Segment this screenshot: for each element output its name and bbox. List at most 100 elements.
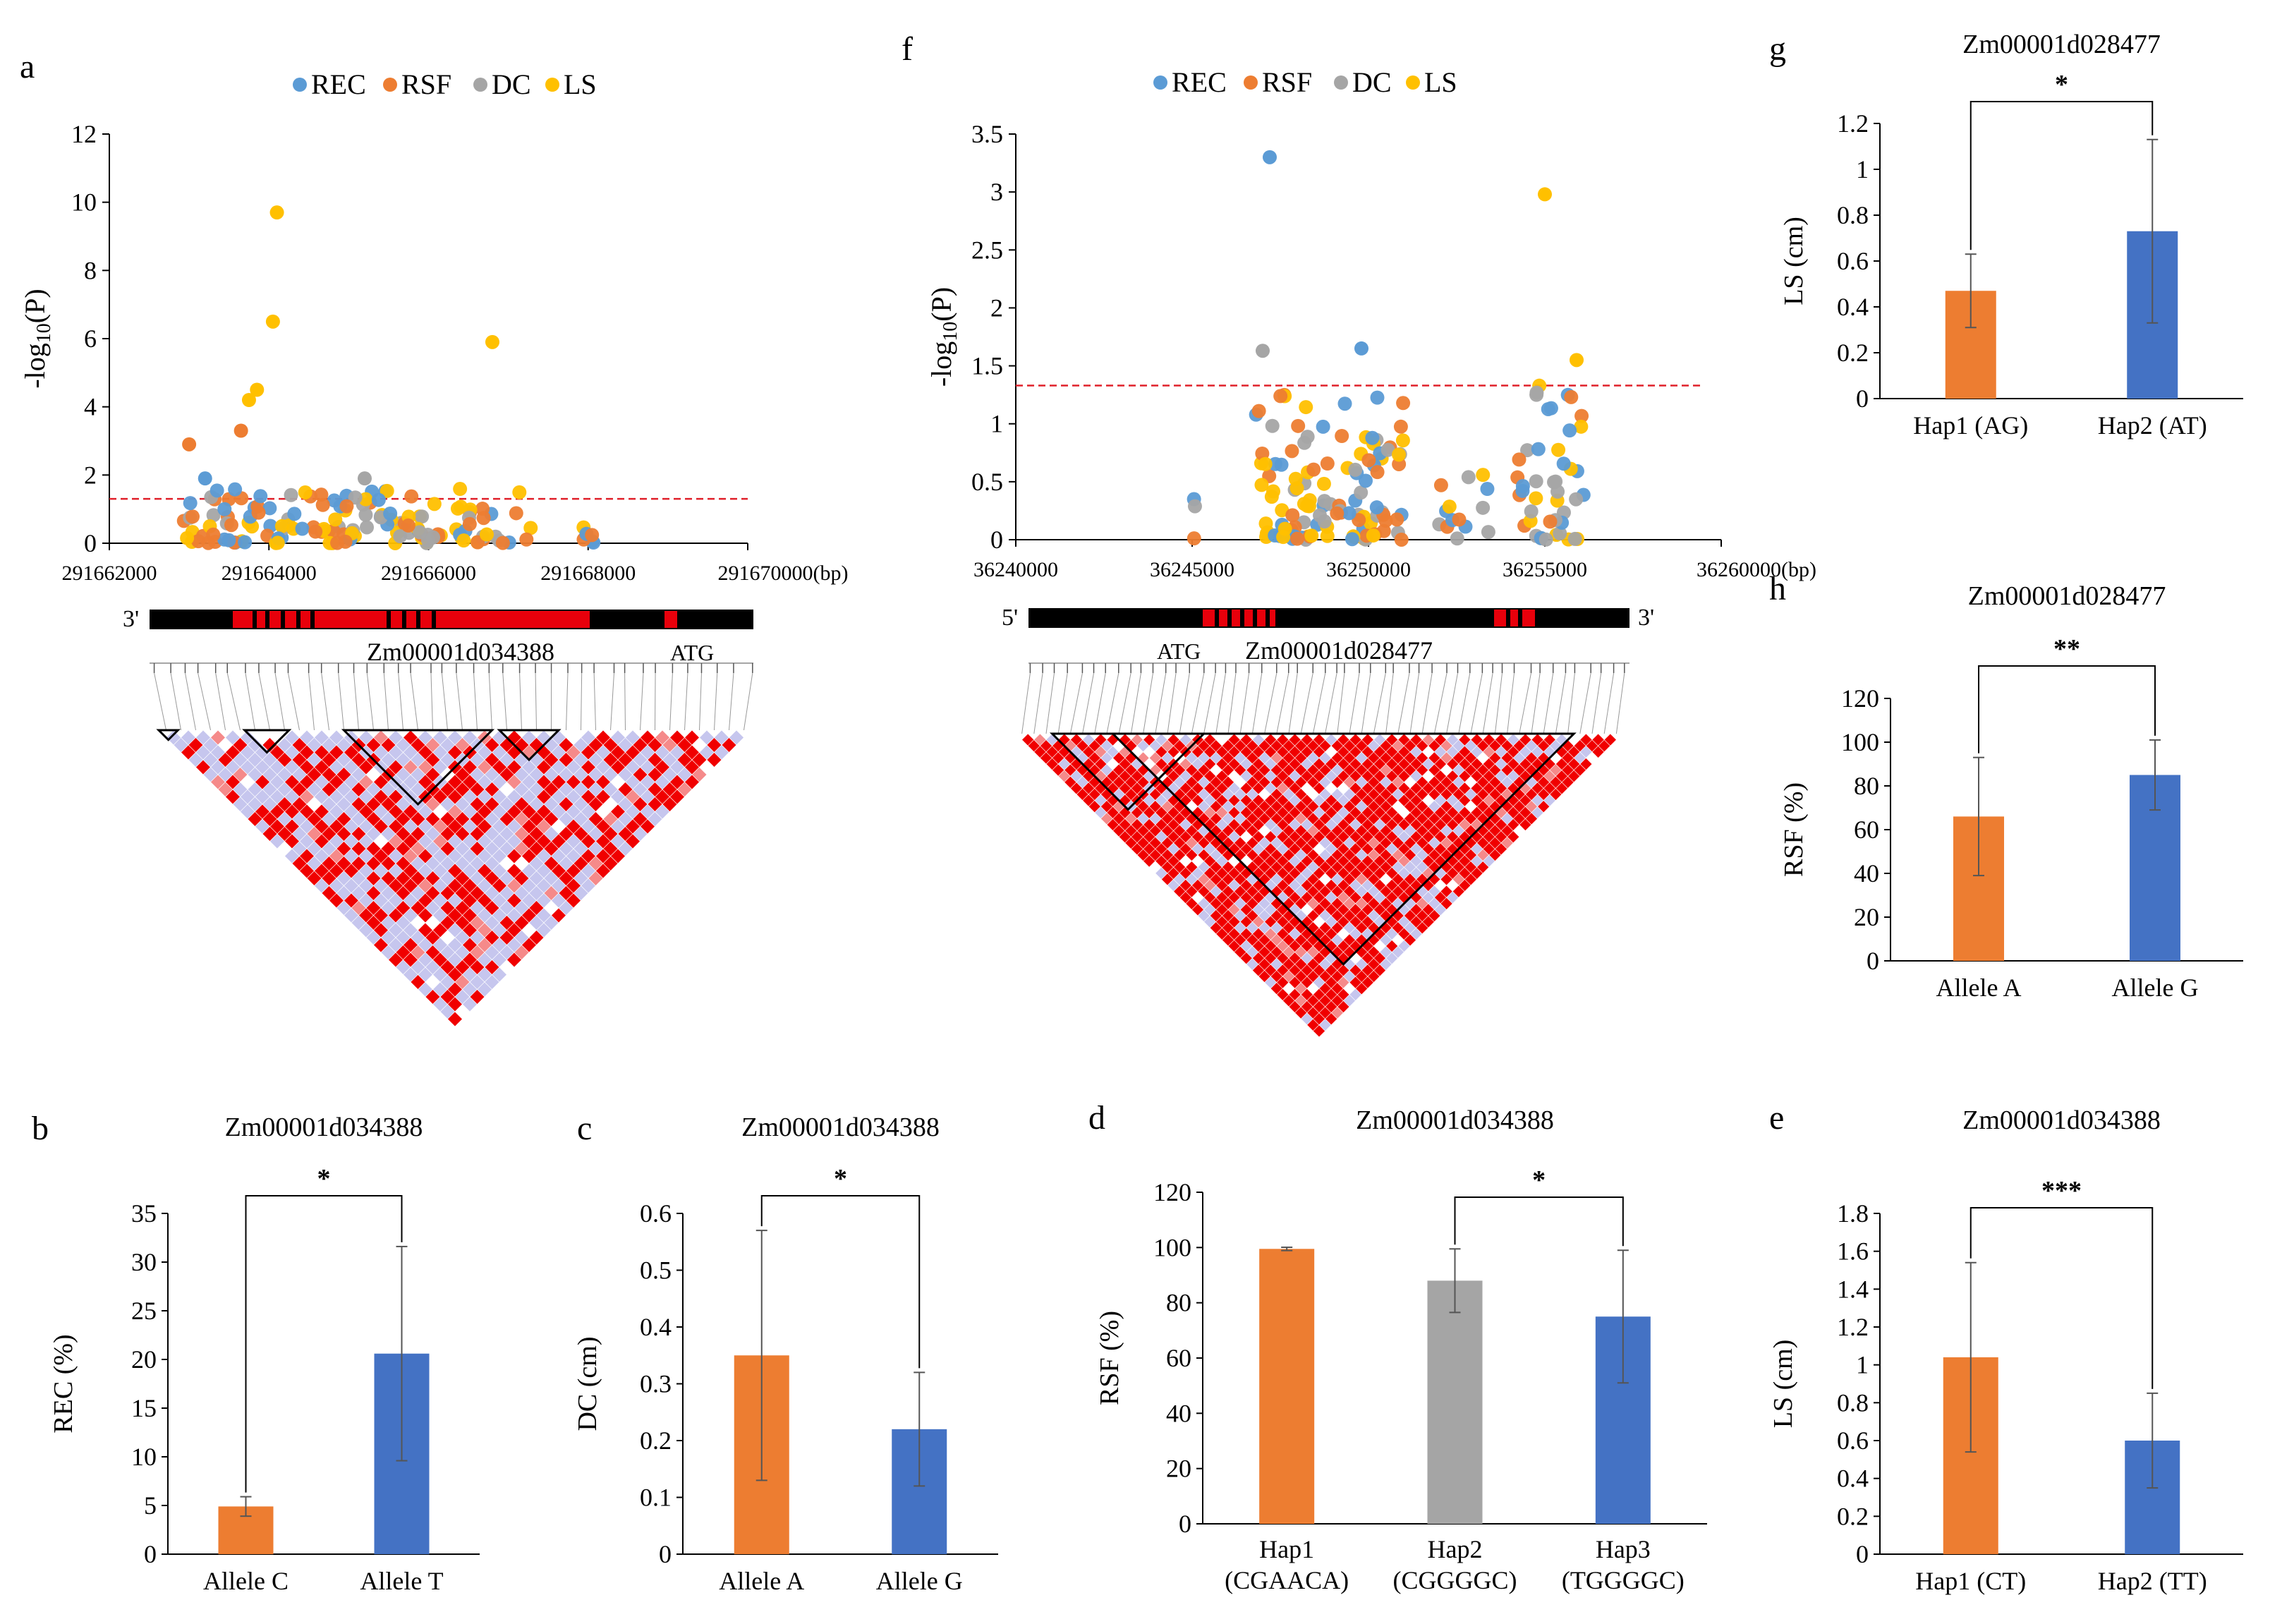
snp-connector bbox=[1470, 672, 1483, 734]
significance-bracket bbox=[1970, 101, 2154, 250]
snp-connector bbox=[1179, 672, 1190, 734]
y-tick-label: 0 bbox=[659, 1540, 672, 1568]
snp-connector bbox=[1106, 672, 1119, 734]
x-category-label: Hap1 (AG) bbox=[1913, 411, 2028, 440]
y-tick-label: 0.8 bbox=[1837, 201, 1869, 229]
snp-connector bbox=[226, 672, 241, 731]
snp-connector bbox=[624, 672, 626, 731]
snp-point-rsf bbox=[1396, 396, 1411, 411]
y-tick-label: 5 bbox=[144, 1491, 157, 1520]
legend-marker-rec bbox=[293, 78, 307, 92]
snp-point-ls bbox=[250, 382, 265, 397]
y-tick-label: 80 bbox=[1166, 1289, 1191, 1317]
snp-point-rec bbox=[198, 471, 212, 486]
y-tick-label: 120 bbox=[1153, 1178, 1191, 1206]
snp-point-rec bbox=[295, 521, 310, 536]
snp-point-ls bbox=[1276, 530, 1291, 545]
snp-point-rsf bbox=[1574, 408, 1589, 423]
gene-model-bar bbox=[1028, 608, 1629, 628]
x-category-label: (TGGGGC) bbox=[1562, 1566, 1685, 1594]
snp-point-rec bbox=[238, 535, 253, 550]
snp-connector bbox=[473, 672, 478, 731]
snp-point-rec bbox=[1370, 390, 1385, 405]
snp-point-ls bbox=[1258, 456, 1273, 471]
snp-point-ls bbox=[270, 535, 285, 550]
snp-point-dc bbox=[415, 509, 430, 524]
snp-point-rec bbox=[183, 496, 198, 511]
snp-connector bbox=[321, 672, 329, 731]
snp-point-ls bbox=[1392, 447, 1407, 462]
y-tick-label: 30 bbox=[131, 1248, 157, 1276]
panel-letter-e: e bbox=[1769, 1099, 1784, 1137]
panel-a-manhattan: REC RSF DC LS 0 2 4 6 8 10 12 291662000 291664000 291… bbox=[19, 68, 849, 1027]
snp-point-dc bbox=[393, 529, 408, 544]
panel-letter-a: a bbox=[20, 48, 35, 85]
snp-point-dc bbox=[358, 507, 373, 522]
snp-connector bbox=[488, 672, 492, 731]
y-tick-label: 40 bbox=[1854, 859, 1879, 887]
haplotype-block-outline bbox=[242, 729, 292, 754]
snp-connector bbox=[1264, 672, 1277, 734]
snp-point-rec bbox=[287, 507, 302, 521]
snp-point-dc bbox=[425, 530, 440, 545]
snp-point-ls bbox=[1289, 481, 1304, 496]
x-tick-label: 291668000 bbox=[540, 562, 636, 585]
x-category-label: Allele A bbox=[1936, 974, 2022, 1002]
y-tick-label: 0.2 bbox=[640, 1426, 672, 1455]
snp-point-ls bbox=[180, 531, 195, 545]
legend-marker-ls bbox=[1406, 75, 1420, 90]
snp-point-rsf bbox=[1370, 465, 1385, 480]
snp-connector bbox=[535, 672, 537, 731]
snp-connector bbox=[1494, 672, 1503, 734]
snp-point-ls bbox=[512, 485, 527, 499]
x-category-label: Allele G bbox=[2112, 974, 2199, 1002]
snp-connector bbox=[1567, 672, 1575, 734]
snp-point-rsf bbox=[585, 528, 600, 543]
snp-point-rsf bbox=[1285, 444, 1299, 459]
snp-point-ls bbox=[1299, 400, 1313, 415]
snp-point-rsf bbox=[462, 516, 477, 531]
snp-point-dc bbox=[1567, 531, 1582, 546]
y-tick-label: 0.4 bbox=[1837, 1465, 1869, 1493]
snp-point-rsf bbox=[1335, 428, 1349, 443]
significance-label: *** bbox=[2041, 1176, 2082, 1206]
y-tick-label: 20 bbox=[1854, 903, 1879, 931]
chart-title: Zm00001d034388 bbox=[741, 1113, 940, 1142]
snp-connector bbox=[1482, 672, 1493, 734]
snp-connector bbox=[1579, 672, 1591, 734]
snp-connector bbox=[1421, 672, 1433, 734]
snp-point-rsf bbox=[1543, 514, 1558, 529]
x-tick-label: 291670000(bp) bbox=[718, 562, 849, 585]
x-tick-label: 36255000 bbox=[1503, 558, 1587, 581]
intron-mark bbox=[402, 611, 406, 628]
x-category-label: Hap2 (AT) bbox=[2098, 411, 2207, 440]
snp-point-rec bbox=[1337, 396, 1352, 411]
snp-point-ls bbox=[456, 533, 471, 548]
chart-title: Zm00001d028477 bbox=[1968, 581, 2166, 611]
snp-connector bbox=[1094, 672, 1106, 734]
snp-point-rec bbox=[1531, 442, 1546, 456]
y-tick-label: 0.4 bbox=[640, 1313, 672, 1341]
snp-connector bbox=[366, 672, 374, 731]
y-tick-label: 0.5 bbox=[971, 468, 1003, 496]
panel-letter-c: c bbox=[577, 1110, 592, 1147]
y-tick-label: 35 bbox=[131, 1199, 157, 1228]
snp-point-rsf bbox=[404, 489, 419, 504]
snp-point-ls bbox=[427, 497, 442, 511]
snp-connector bbox=[1397, 672, 1410, 734]
snp-connector bbox=[684, 672, 688, 731]
y-tick-label: 2 bbox=[990, 293, 1003, 322]
x-tick-label: 291662000 bbox=[62, 562, 157, 585]
y-tick-label: 0.6 bbox=[640, 1199, 672, 1228]
y-axis-label: RSF (%) bbox=[1779, 782, 1809, 877]
snp-point-rsf bbox=[509, 506, 523, 521]
snp-point-ls bbox=[241, 393, 256, 407]
snp-point-rsf bbox=[1273, 389, 1288, 404]
y-tick-label: 10 bbox=[131, 1443, 157, 1471]
snp-point-rsf bbox=[1306, 462, 1321, 477]
snp-point-ls bbox=[298, 485, 312, 499]
intron-mark bbox=[1227, 610, 1232, 626]
y-tick-label: 1 bbox=[990, 410, 1003, 438]
snp-connector bbox=[287, 672, 300, 731]
strand-label-left: 5' bbox=[1002, 605, 1018, 631]
